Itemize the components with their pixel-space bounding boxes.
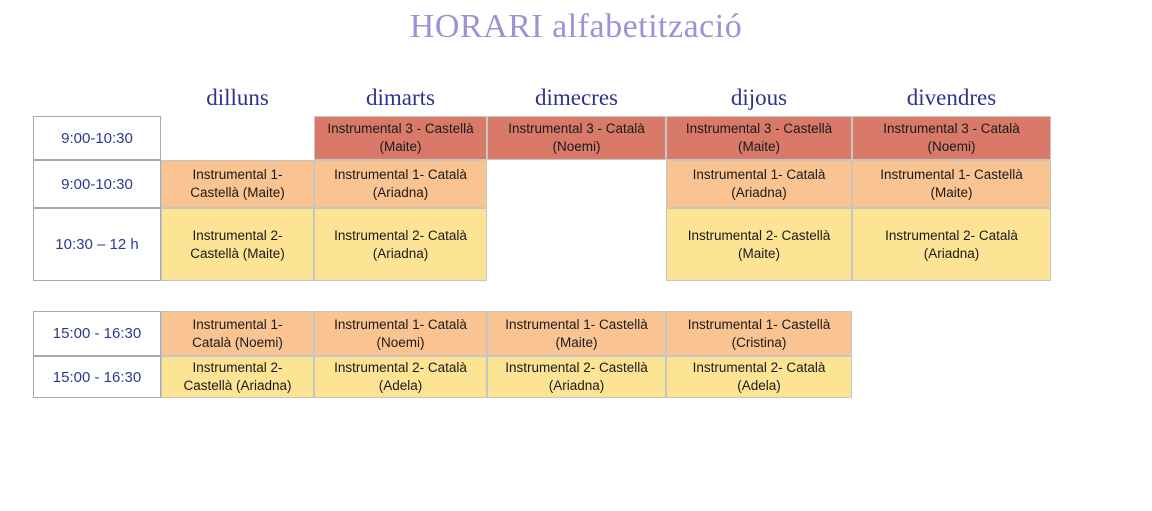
- header-spacer: [33, 84, 161, 112]
- class-cell: Instrumental 1- Castellà (Maite): [487, 311, 666, 356]
- class-cell: Instrumental 2- Castellà (Ariadna): [161, 356, 314, 398]
- class-cell-line2: (Cristina): [731, 334, 787, 350]
- class-cell-line2: (Adela): [737, 378, 781, 393]
- class-cell-line2: (Noemi): [927, 139, 976, 154]
- class-cell-line2: Castellà (Ariadna): [183, 378, 292, 393]
- class-cell-line1: Instrumental 3 - Castellà: [685, 121, 833, 136]
- class-cell-line1: Instrumental 2- Català: [885, 227, 1018, 243]
- class-cell-line1: Instrumental 1-: [192, 316, 283, 332]
- class-cell-line1: Instrumental 2- Català: [334, 227, 467, 243]
- class-cell-line2: (Maite): [930, 185, 973, 200]
- day-header-dijous: dijous: [730, 85, 788, 110]
- class-cell-line2: (Noemi): [376, 334, 425, 350]
- day-header-dilluns: dilluns: [206, 85, 269, 110]
- empty-cell: [161, 116, 314, 160]
- class-cell: Instrumental 3 - Castellà (Maite): [314, 116, 487, 160]
- class-cell: Instrumental 1- Català (Ariadna): [666, 160, 852, 208]
- class-cell-line2: (Ariadna): [731, 185, 787, 200]
- class-cell-line2: (Maite): [737, 245, 780, 261]
- class-cell: Instrumental 2- Castellà (Maite): [666, 208, 852, 281]
- day-header-dimarts: dimarts: [366, 85, 435, 110]
- class-cell-line1: Instrumental 2- Català: [334, 360, 467, 375]
- class-cell-line1: Instrumental 1- Castellà: [687, 316, 831, 332]
- class-cell-line1: Instrumental 3 - Castellà: [327, 121, 474, 136]
- class-cell-line2: (Ariadna): [923, 245, 980, 261]
- class-cell: Instrumental 3 - Català (Noemi): [852, 116, 1051, 160]
- class-cell-line1: Instrumental 1- Català: [334, 316, 467, 332]
- class-cell-line1: Instrumental 3 - Català: [883, 121, 1020, 136]
- class-cell: Instrumental 1- Català (Noemi): [314, 311, 487, 356]
- class-cell: Instrumental 1- Castellà (Cristina): [666, 311, 852, 356]
- class-cell-line2: (Ariadna): [548, 378, 605, 393]
- class-cell: Instrumental 2- Català (Ariadna): [314, 208, 487, 281]
- class-cell-line2: Castellà (Maite): [190, 185, 285, 200]
- time-cell: 9:00-10:30: [33, 160, 161, 208]
- schedule-table-afternoon: 15:00 - 16:30 Instrumental 1- Català (No…: [33, 311, 1152, 398]
- day-header-divendres: divendres: [906, 85, 997, 110]
- time-cell: 9:00-10:30: [33, 116, 161, 160]
- class-cell-line1: Instrumental 2- Català: [692, 360, 826, 375]
- class-cell-line2: Castellà (Maite): [190, 245, 285, 261]
- class-cell: Instrumental 2- Castellà (Ariadna): [487, 356, 666, 398]
- page-title: HORARI alfabetització: [409, 8, 743, 45]
- class-cell-line1: Instrumental 2- Castellà: [687, 227, 831, 243]
- time-cell: 15:00 - 16:30: [33, 311, 161, 356]
- class-cell: Instrumental 2- Castellà (Maite): [161, 208, 314, 281]
- class-cell-line1: Instrumental 2- Castellà: [505, 360, 648, 375]
- class-cell-line1: Instrumental 3 - Català: [508, 121, 645, 136]
- empty-cell: [487, 208, 666, 281]
- class-cell-line1: Instrumental 1-: [192, 167, 283, 182]
- class-cell-line2: (Noemi): [552, 139, 601, 154]
- class-cell-line2: (Ariadna): [372, 245, 429, 261]
- time-cell: 10:30 – 12 h: [33, 208, 161, 281]
- class-cell-line1: Instrumental 2-: [192, 227, 283, 243]
- day-header-dimecres: dimecres: [534, 85, 618, 110]
- class-cell: Instrumental 1- Castellà (Maite): [161, 160, 314, 208]
- class-cell: Instrumental 2- Català (Adela): [666, 356, 852, 398]
- class-cell-line1: Instrumental 1- Castellà: [505, 316, 648, 332]
- class-cell: Instrumental 3 - Català (Noemi): [487, 116, 666, 160]
- schedule-table-morning: 9:00-10:30 Instrumental 3 - Castellà (Ma…: [33, 116, 1152, 281]
- class-cell-line2: (Ariadna): [372, 185, 429, 200]
- class-cell-line2: Català (Noemi): [192, 334, 283, 350]
- time-cell: 15:00 - 16:30: [33, 356, 161, 398]
- class-cell: Instrumental 3 - Castellà (Maite): [666, 116, 852, 160]
- class-cell-line2: (Maite): [737, 139, 780, 154]
- class-cell-line1: Instrumental 1- Castellà: [880, 167, 1023, 182]
- class-cell-line1: Instrumental 1- Català: [334, 167, 467, 182]
- day-header-row: dilluns dimarts dimecres dijous divendre…: [33, 84, 1152, 112]
- empty-cell: [487, 160, 666, 208]
- class-cell: Instrumental 1- Català (Noemi): [161, 311, 314, 356]
- class-cell: Instrumental 1- Català (Ariadna): [314, 160, 487, 208]
- class-cell-line1: Instrumental 1- Català: [692, 167, 826, 182]
- class-cell-line2: (Maite): [379, 139, 422, 154]
- class-cell: Instrumental 1- Castellà (Maite): [852, 160, 1051, 208]
- class-cell-line1: Instrumental 2-: [192, 360, 283, 375]
- class-cell-line2: (Maite): [555, 334, 598, 350]
- class-cell-line2: (Adela): [378, 378, 423, 393]
- class-cell: Instrumental 2- Català (Ariadna): [852, 208, 1051, 281]
- class-cell: Instrumental 2- Català (Adela): [314, 356, 487, 398]
